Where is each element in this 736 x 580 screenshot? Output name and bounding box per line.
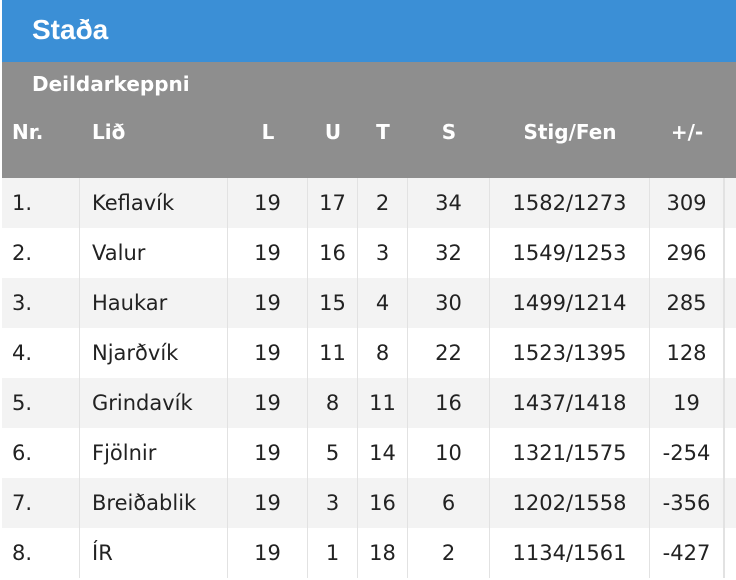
table-cell: 6 [408, 478, 490, 528]
table-cell-empty [724, 428, 736, 478]
table-cell: 1523/1395 [490, 328, 650, 378]
table-cell: 30 [408, 278, 490, 328]
table-cell-empty [724, 378, 736, 428]
table-cell: 10 [408, 428, 490, 478]
table-cell-empty [724, 228, 736, 278]
table-cell: 8. [2, 528, 80, 578]
table-cell: 285 [650, 278, 724, 328]
table-cell-empty [724, 178, 736, 228]
table-cell: 1134/1561 [490, 528, 650, 578]
table-cell: 1321/1575 [490, 428, 650, 478]
table-cell: ÍR [80, 528, 228, 578]
table-cell: 3 [358, 228, 408, 278]
table-cell: 16 [408, 378, 490, 428]
table-cell: 296 [650, 228, 724, 278]
table-cell: 6. [2, 428, 80, 478]
table-cell: Njarðvík [80, 328, 228, 378]
table-cell: 32 [408, 228, 490, 278]
table-row: 4. Njarðvík 19 11 8 22 1523/1395 128 [2, 328, 736, 378]
table-cell: 16 [358, 478, 408, 528]
table-cell: 11 [358, 378, 408, 428]
table-cell: 2 [358, 178, 408, 228]
column-header: T [376, 120, 390, 144]
table-cell: 19 [650, 378, 724, 428]
table-cell: Breiðablik [80, 478, 228, 528]
table-cell-empty [724, 278, 736, 328]
table-cell: 19 [228, 478, 308, 528]
table-row: 5. Grindavík 19 8 11 16 1437/1418 19 [2, 378, 736, 428]
table-cell: -254 [650, 428, 724, 478]
table-cell: 3 [308, 478, 358, 528]
table-cell: 1202/1558 [490, 478, 650, 528]
table-cell: Haukar [80, 278, 228, 328]
table-row: 7. Breiðablik 19 3 16 6 1202/1558 -356 [2, 478, 736, 528]
table-cell: 4. [2, 328, 80, 378]
table-cell: -356 [650, 478, 724, 528]
table-cell: 19 [228, 378, 308, 428]
table-cell: 309 [650, 178, 724, 228]
table-cell: 19 [228, 228, 308, 278]
table-cell: 1549/1253 [490, 228, 650, 278]
table-cell: Fjölnir [80, 428, 228, 478]
table-cell-empty [724, 478, 736, 528]
table-cell: 8 [358, 328, 408, 378]
table-cell: 22 [408, 328, 490, 378]
column-header: S [441, 120, 457, 144]
table-cell: Valur [80, 228, 228, 278]
table-cell: 8 [308, 378, 358, 428]
column-header: Nr. [12, 120, 44, 144]
table-row: 8. ÍR 19 1 18 2 1134/1561 -427 [2, 528, 736, 578]
table-cell: 17 [308, 178, 358, 228]
table-cell: 34 [408, 178, 490, 228]
table-row: 1. Keflavík 19 17 2 34 1582/1273 309 [2, 178, 736, 228]
table-cell: 1582/1273 [490, 178, 650, 228]
table-cell: Grindavík [80, 378, 228, 428]
table-cell: 19 [228, 428, 308, 478]
table-cell: Keflavík [80, 178, 228, 228]
title: Staða [32, 14, 109, 45]
table-cell: 1499/1214 [490, 278, 650, 328]
column-header: Lið [92, 120, 126, 144]
table-cell: 128 [650, 328, 724, 378]
table-cell: 1. [2, 178, 80, 228]
table-cell: 15 [308, 278, 358, 328]
column-header: L [261, 120, 275, 144]
table-cell: 19 [228, 278, 308, 328]
table-cell-empty [724, 528, 736, 578]
table-cell: 5. [2, 378, 80, 428]
table-cell: -427 [650, 528, 724, 578]
table-header [2, 62, 736, 178]
table-cell: 1437/1418 [490, 378, 650, 428]
table-cell-empty [724, 328, 736, 378]
table-cell: 4 [358, 278, 408, 328]
table-cell: 19 [228, 528, 308, 578]
table-row: 6. Fjölnir 19 5 14 10 1321/1575 -254 [2, 428, 736, 478]
table-cell: 11 [308, 328, 358, 378]
column-header: Stig/Fen [523, 120, 617, 144]
table-cell: 2. [2, 228, 80, 278]
table-cell: 5 [308, 428, 358, 478]
table-cell: 3. [2, 278, 80, 328]
table-cell: 19 [228, 178, 308, 228]
column-header: +/- [670, 120, 704, 144]
table-cell: 7. [2, 478, 80, 528]
table-row: 2. Valur 19 16 3 32 1549/1253 296 [2, 228, 736, 278]
table-cell: 14 [358, 428, 408, 478]
column-header: U [324, 120, 342, 144]
table-row: 3. Haukar 19 15 4 30 1499/1214 285 [2, 278, 736, 328]
table-cell: 1 [308, 528, 358, 578]
table-cell: 2 [408, 528, 490, 578]
title-bar [2, 0, 736, 62]
table-cell: 16 [308, 228, 358, 278]
table-cell: 18 [358, 528, 408, 578]
table-cell: 19 [228, 328, 308, 378]
subtitle: Deildarkeppni [32, 72, 190, 96]
